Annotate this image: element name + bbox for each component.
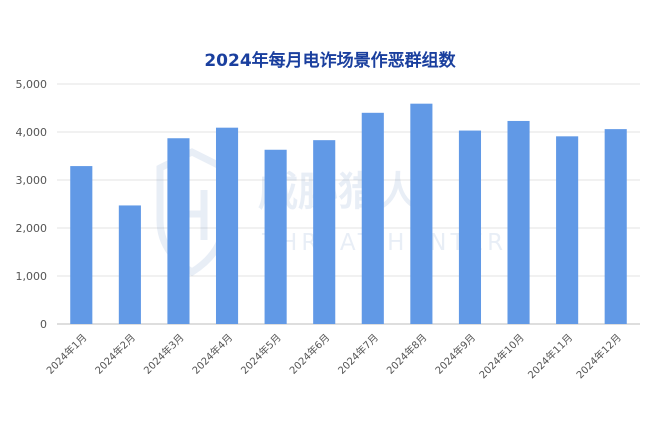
y-tick-label: 5,000 (16, 78, 48, 91)
bar (264, 149, 287, 324)
bar (167, 138, 190, 324)
bar (118, 205, 141, 324)
bar (604, 129, 627, 324)
bars (70, 103, 627, 325)
x-tick-label: 2024年3月 (141, 331, 187, 377)
x-tick-label: 2024年7月 (335, 331, 381, 377)
bar (70, 166, 93, 324)
x-tick-label: 2024年1月 (44, 331, 90, 377)
bar (313, 140, 336, 324)
bar (507, 120, 530, 325)
bar (361, 112, 384, 324)
bar (410, 103, 433, 325)
x-tick-label: 2024年11月 (525, 331, 575, 381)
x-tick-label: 2024年4月 (189, 331, 235, 377)
x-tick-label: 2024年10月 (476, 331, 526, 381)
bar (215, 127, 239, 325)
x-axis-ticks: 2024年1月 2024年2月 2024年3月 2024年4月 2024年5月 2024年… (44, 331, 624, 381)
y-tick-label: 2,000 (16, 222, 48, 235)
y-tick-label: 1,000 (16, 270, 48, 283)
y-axis-ticks: 0 1,000 2,000 3,000 4,000 5,000 (16, 78, 48, 331)
bar (458, 130, 482, 324)
x-tick-label: 2024年5月 (238, 331, 284, 377)
x-tick-label: 2024年2月 (92, 331, 138, 377)
x-tick-label: 2024年9月 (432, 331, 478, 377)
x-tick-label: 2024年8月 (384, 331, 430, 377)
x-tick-label: 2024年6月 (287, 331, 333, 377)
y-tick-label: 0 (40, 318, 47, 331)
x-tick-label: 2024年12月 (573, 331, 623, 381)
y-tick-label: 4,000 (16, 126, 48, 139)
y-tick-label: 3,000 (16, 174, 48, 187)
chart-title: 2024年每月电诈场景作恶群组数 (204, 51, 456, 71)
bar (556, 136, 579, 324)
gridlines (57, 83, 640, 325)
